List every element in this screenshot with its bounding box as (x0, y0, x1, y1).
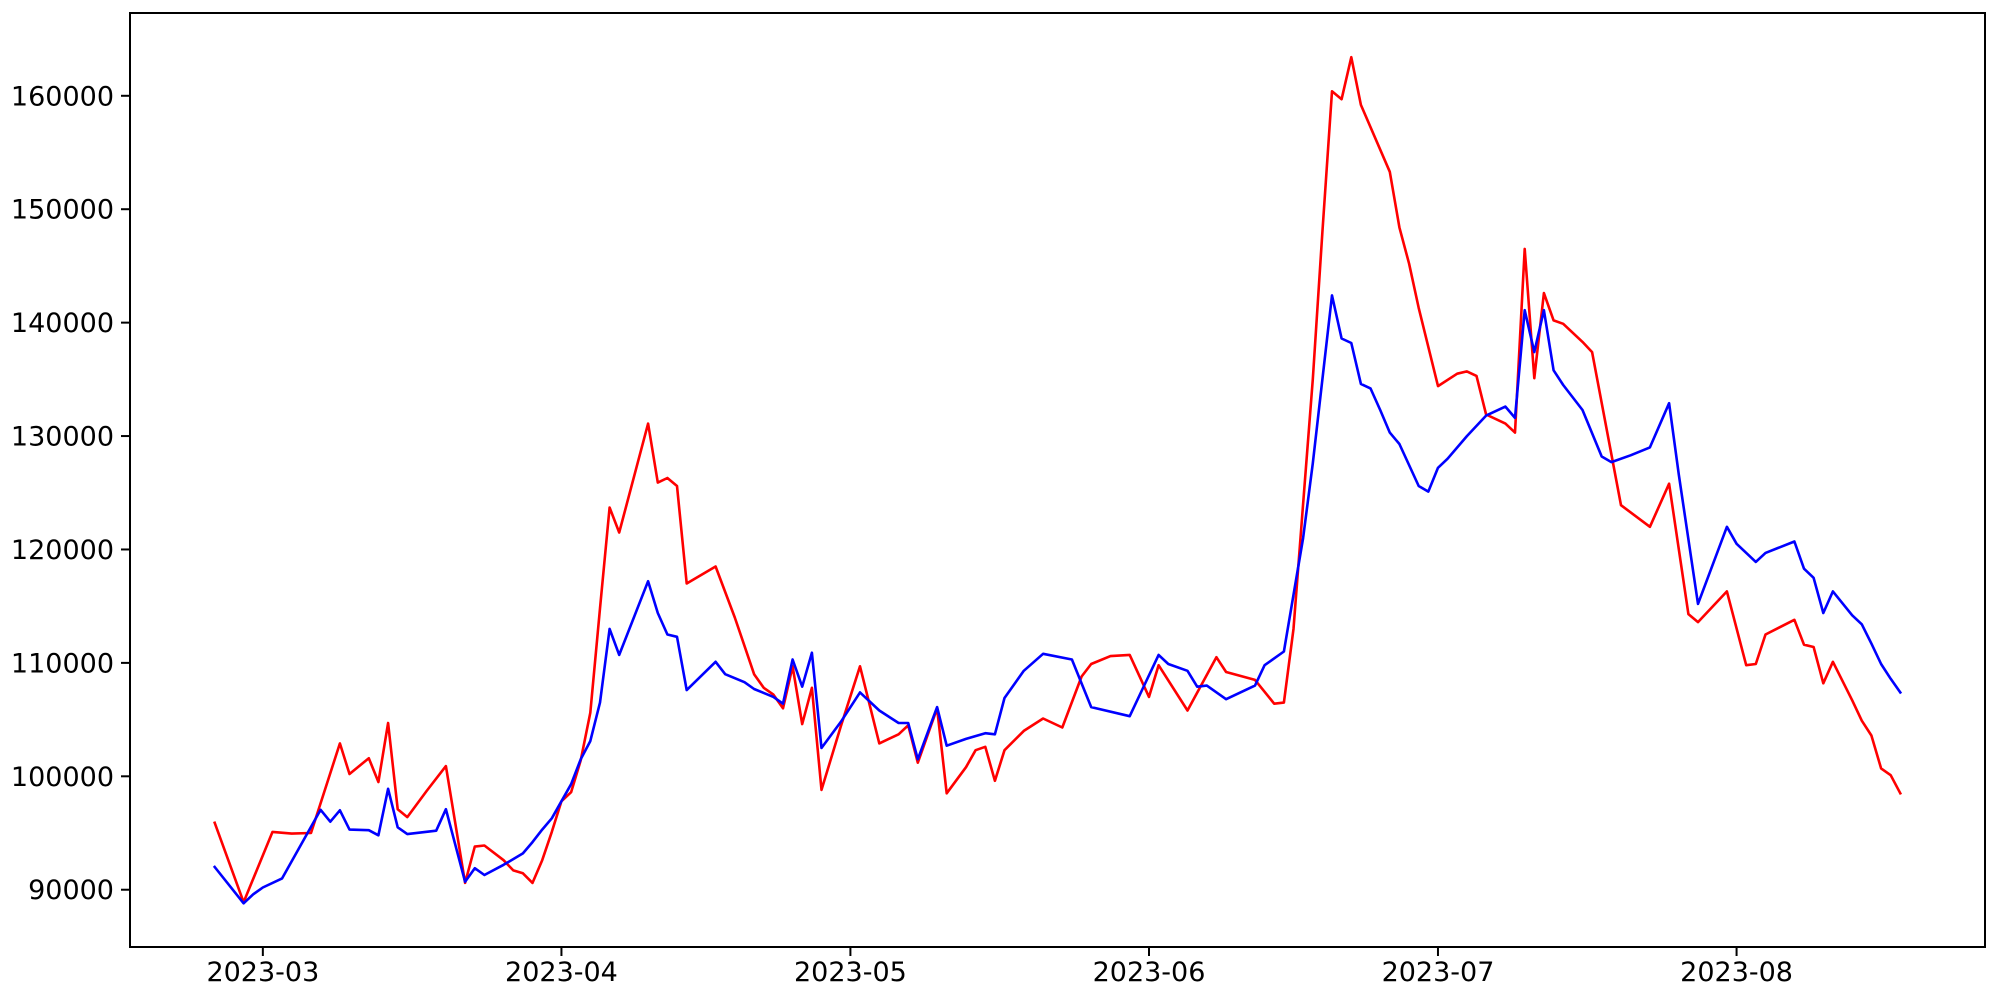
y-tick-label: 110000 (11, 648, 114, 679)
y-tick-label: 100000 (11, 762, 114, 793)
x-axis: 2023-03 2023-04 2023-05 2023-06 2023-07 2023-… (206, 947, 1793, 988)
x-tick-label: 2023-08 (1680, 957, 1793, 988)
plot-area (130, 13, 1985, 947)
x-tick-label: 2023-04 (505, 957, 618, 988)
y-tick-label: 90000 (28, 875, 114, 906)
x-tick-label: 2023-06 (1093, 957, 1206, 988)
x-tick-label: 2023-05 (794, 957, 907, 988)
red-series-line (213, 55, 1903, 904)
y-tick-label: 160000 (11, 81, 114, 112)
series-group (212, 55, 1903, 905)
blue-series-line (212, 294, 1903, 905)
x-tick-label: 2023-03 (206, 957, 319, 988)
x-tick-label: 2023-07 (1382, 957, 1495, 988)
y-tick-label: 130000 (11, 422, 114, 453)
y-tick-label: 140000 (11, 308, 114, 339)
y-axis: 90000 100000 110000 120000 130000 140000 15000… (11, 81, 130, 906)
y-tick-label: 150000 (11, 195, 114, 226)
plot-border (129, 12, 1986, 948)
y-tick-label: 120000 (11, 535, 114, 566)
